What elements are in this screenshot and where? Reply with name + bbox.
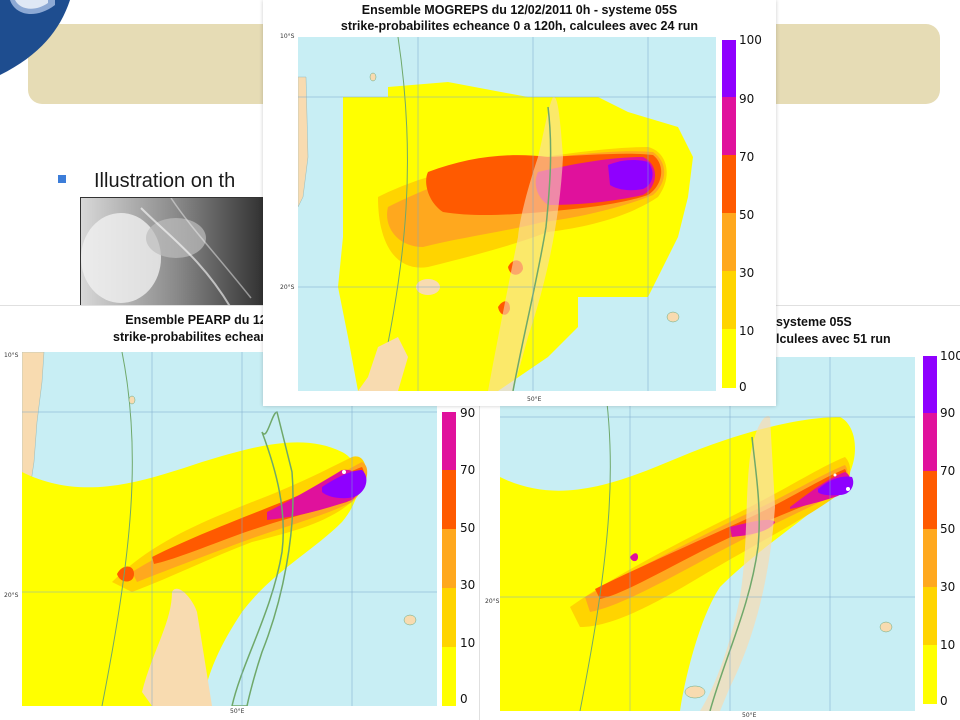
cbar-30: 30 (460, 578, 476, 592)
lat-label-mid: 20°S (4, 592, 19, 599)
cbar-10: 10 (739, 324, 755, 338)
cbar-50: 50 (460, 521, 476, 535)
colorbar-third-strip (923, 356, 937, 704)
cbar-70: 70 (739, 150, 755, 164)
cbar-100: 100 (739, 33, 762, 47)
lat-label-mid: 20°S (280, 284, 295, 291)
satellite-image (80, 197, 272, 314)
lon-label: 50°E (230, 708, 245, 715)
lat-label-top: 10°S (4, 352, 19, 359)
cbar-50: 50 (739, 208, 755, 222)
colorbar-mogreps-strip (722, 40, 736, 388)
panel-title-line2: strike-probabilites echeance 0 a 120h, c… (340, 19, 699, 33)
cbar-10: 10 (940, 638, 956, 652)
cbar-90: 90 (940, 406, 956, 420)
cbar-0: 0 (940, 694, 948, 708)
lon-label: 50°E (742, 712, 757, 719)
cbar-30: 30 (940, 580, 956, 594)
lat-label-top: 10°S (280, 33, 295, 40)
panel-title-line1: systeme 05S (776, 315, 852, 329)
panel-title-line1: Ensemble MOGREPS du 12/02/2011 0h - syst… (361, 3, 678, 17)
cbar-50: 50 (940, 522, 956, 536)
map-panel-mogreps: Ensemble MOGREPS du 12/02/2011 0h - syst… (263, 0, 776, 406)
panel-title-line2: lculees avec 51 run (776, 332, 891, 346)
cbar-30: 30 (739, 266, 755, 280)
strike-probability-map (500, 357, 915, 711)
lat-label-mid: 20°S (485, 598, 500, 605)
colorbar-pearp-strip (442, 412, 456, 706)
cbar-70: 70 (940, 464, 956, 478)
cbar-0: 0 (460, 692, 468, 706)
cbar-10: 10 (460, 636, 476, 650)
cbar-0: 0 (739, 380, 747, 394)
cbar-70: 70 (460, 463, 476, 477)
cbar-90: 90 (739, 92, 755, 106)
cbar-100: 100 (940, 349, 960, 363)
cbar-90: 90 (460, 406, 476, 420)
strike-probability-map (22, 352, 437, 706)
lon-label: 50°E (527, 396, 542, 403)
bullet-text: Illustration on th (94, 170, 236, 192)
bullet-icon (58, 174, 66, 183)
strike-probability-map (298, 37, 716, 391)
swirl-logo-icon (0, 0, 70, 75)
slide-bullet: Illustration on th (58, 170, 235, 193)
